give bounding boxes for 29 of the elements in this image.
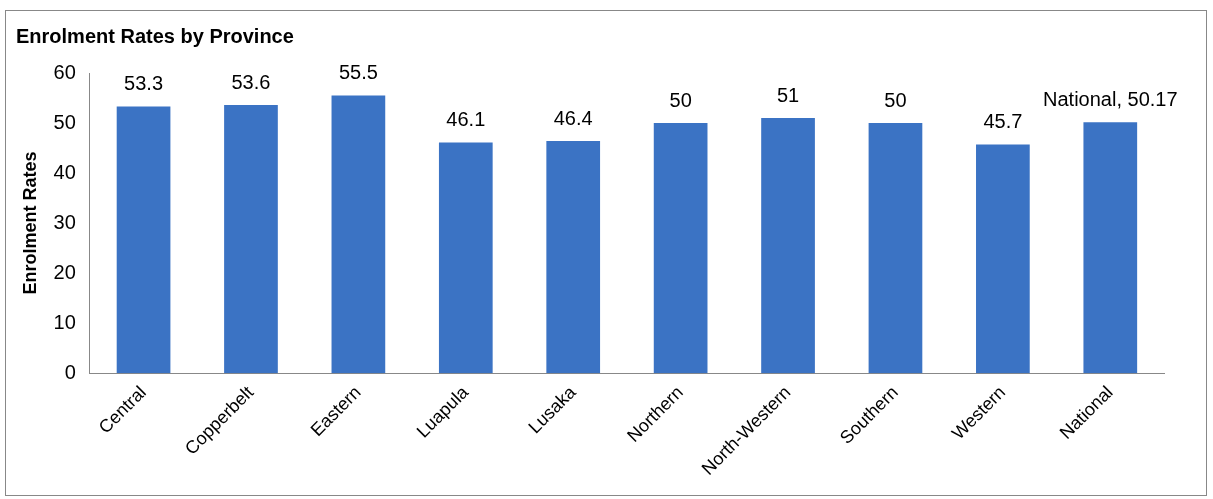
y-tick-label: 10: [53, 310, 76, 333]
data-label: 46.1: [446, 108, 486, 131]
data-label: 45.7: [983, 110, 1023, 133]
data-label: 53.6: [231, 70, 271, 93]
data-label: 51: [776, 83, 800, 106]
data-label: 46.4: [553, 106, 593, 129]
bar: [546, 141, 601, 374]
y-tick-label: 40: [53, 160, 76, 183]
bar: [224, 105, 278, 374]
data-label: 50: [884, 88, 907, 111]
y-tick-label: 20: [53, 260, 76, 283]
y-tick-label: 0: [64, 360, 76, 383]
data-label: 53.3: [124, 72, 164, 95]
bar: [868, 123, 923, 374]
y-axis-title: Enrolment Rates: [19, 151, 40, 295]
bar: [653, 123, 708, 374]
bar: [761, 118, 815, 374]
data-label: 55.5: [338, 61, 378, 84]
bar: [116, 106, 171, 374]
y-tick-label: 50: [53, 110, 76, 133]
data-label: National, 50.17: [1043, 87, 1178, 110]
y-tick-label: 30: [53, 210, 76, 233]
bar: [438, 142, 493, 374]
bar: [331, 95, 386, 374]
data-label: 50: [669, 88, 692, 111]
chart-title: Enrolment Rates by Province: [16, 24, 294, 47]
bar: [976, 144, 1030, 374]
y-tick-label: 60: [53, 60, 76, 83]
bar: [1083, 122, 1138, 374]
